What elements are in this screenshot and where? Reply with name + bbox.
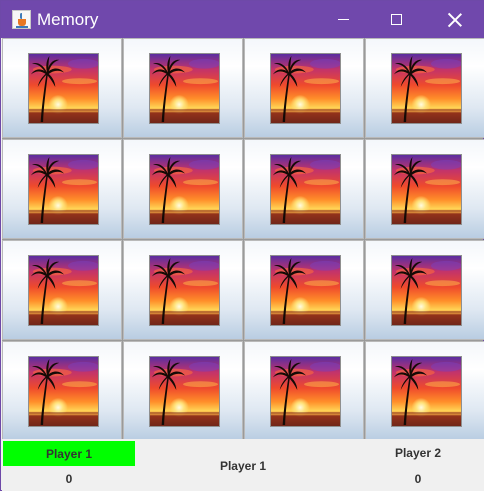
- close-icon: [448, 13, 462, 27]
- memory-card[interactable]: [244, 240, 364, 340]
- palm-sunset-card-back-icon: [270, 255, 341, 326]
- java-cup-icon[interactable]: [12, 10, 31, 29]
- minimize-button[interactable]: [320, 1, 368, 38]
- memory-card[interactable]: [365, 38, 484, 138]
- card-grid: [2, 38, 484, 441]
- memory-card[interactable]: [123, 38, 243, 138]
- palm-sunset-card-back-icon: [391, 154, 462, 225]
- memory-card[interactable]: [365, 139, 484, 239]
- palm-sunset-card-back-icon: [28, 356, 99, 427]
- player1-name: Player 1: [3, 441, 135, 466]
- palm-sunset-card-back-icon: [270, 53, 341, 124]
- palm-sunset-card-back-icon: [391, 356, 462, 427]
- scoreboard: Player 1 0 Player 1 Player 2 0: [2, 439, 484, 491]
- maximize-icon: [391, 14, 402, 25]
- memory-card[interactable]: [244, 341, 364, 441]
- title-bar[interactable]: Memory: [1, 1, 483, 38]
- player2-score: 0: [414, 472, 422, 486]
- palm-sunset-card-back-icon: [28, 154, 99, 225]
- palm-sunset-card-back-icon: [270, 154, 341, 225]
- window-title: Memory: [37, 10, 99, 29]
- palm-sunset-card-back-icon: [270, 356, 341, 427]
- palm-sunset-card-back-icon: [28, 255, 99, 326]
- memory-card[interactable]: [244, 139, 364, 239]
- minimize-icon: [338, 19, 349, 20]
- palm-sunset-card-back-icon: [149, 356, 220, 427]
- palm-sunset-card-back-icon: [149, 255, 220, 326]
- memory-card[interactable]: [2, 341, 122, 441]
- close-button[interactable]: [431, 1, 479, 38]
- memory-card[interactable]: [2, 139, 122, 239]
- current-turn-label: Player 1: [219, 459, 267, 473]
- palm-sunset-card-back-icon: [391, 53, 462, 124]
- memory-card[interactable]: [123, 139, 243, 239]
- memory-card[interactable]: [2, 38, 122, 138]
- memory-card[interactable]: [365, 240, 484, 340]
- palm-sunset-card-back-icon: [391, 255, 462, 326]
- player2-name: Player 2: [394, 446, 442, 460]
- palm-sunset-card-back-icon: [149, 154, 220, 225]
- memory-card[interactable]: [123, 240, 243, 340]
- palm-sunset-card-back-icon: [149, 53, 220, 124]
- palm-sunset-card-back-icon: [28, 53, 99, 124]
- memory-card[interactable]: [123, 341, 243, 441]
- maximize-button[interactable]: [373, 1, 421, 38]
- memory-card[interactable]: [244, 38, 364, 138]
- player1-score: 0: [65, 472, 73, 486]
- memory-card[interactable]: [365, 341, 484, 441]
- memory-card[interactable]: [2, 240, 122, 340]
